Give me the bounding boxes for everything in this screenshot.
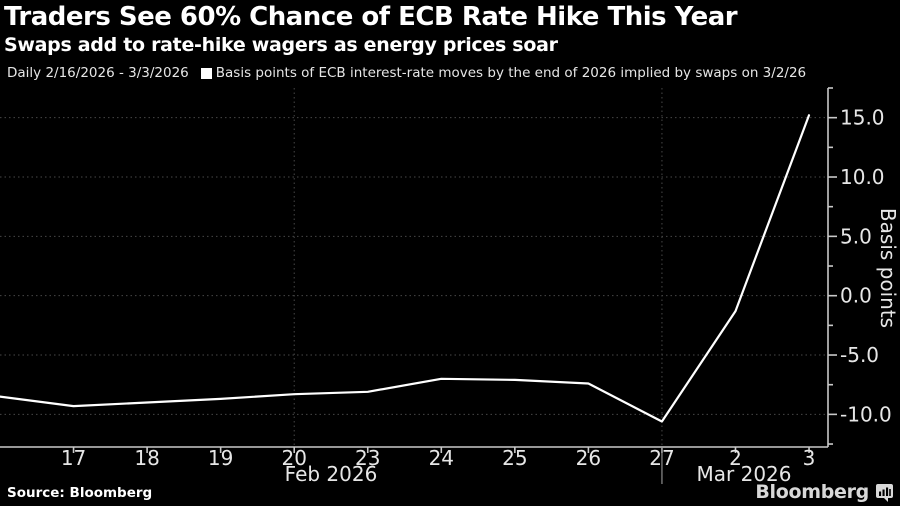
chart-title: Traders See 60% Chance of ECB Rate Hike …: [4, 2, 738, 32]
legend-series-label: Basis points of ECB interest-rate moves …: [215, 65, 807, 81]
x-tick-label: 19: [208, 446, 233, 470]
x-tick-label: 17: [61, 446, 86, 470]
y-tick-label: 10.0: [840, 165, 885, 189]
x-tick-label: 18: [134, 446, 159, 470]
x-tick-label: 3: [803, 446, 816, 470]
month-label: Feb 2026: [285, 462, 378, 486]
y-tick-label: 15.0: [840, 106, 885, 130]
series-line: [0, 114, 811, 423]
white-square-icon: [200, 67, 212, 79]
month-label: Mar 2026: [697, 462, 792, 486]
source-label: Source: Bloomberg: [7, 485, 153, 501]
bloomberg-logo: Bloomberg: [755, 481, 894, 503]
bloomberg-wordmark: Bloomberg: [755, 481, 869, 503]
x-tick-label: 2: [729, 446, 742, 470]
x-tick-label: 26: [576, 446, 601, 470]
x-tick-label: 25: [502, 446, 527, 470]
x-tick-label: 20: [281, 446, 306, 470]
chart-legend: Daily 2/16/2026 - 3/3/2026 Basis points …: [7, 65, 806, 81]
x-tick-label: 24: [429, 446, 454, 470]
y-axis-title: Basis points: [876, 208, 900, 328]
chart-subtitle: Swaps add to rate-hike wagers as energy …: [4, 34, 558, 56]
legend-date-range: Daily 2/16/2026 - 3/3/2026: [7, 65, 189, 81]
y-tick-label: -5.0: [840, 343, 879, 367]
y-tick-label: 5.0: [840, 224, 872, 248]
bloomberg-chart-bubble-icon: [876, 483, 893, 502]
x-tick-label: 23: [355, 446, 380, 470]
y-tick-label: 0.0: [840, 284, 872, 308]
y-tick-label: -10.0: [840, 402, 892, 426]
